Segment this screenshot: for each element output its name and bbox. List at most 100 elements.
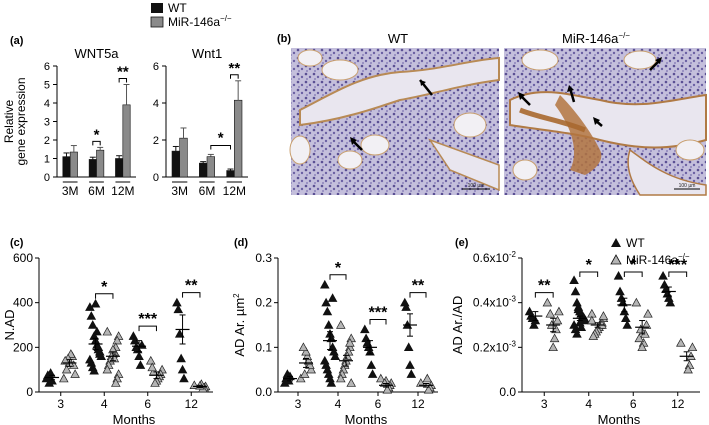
- y-axis-label: Relative: [2, 100, 16, 144]
- data-point-ko: [61, 364, 72, 374]
- x-tick-label: 3: [57, 397, 64, 411]
- bar: [96, 149, 105, 178]
- data-point-wt: [323, 320, 334, 329]
- bar: [122, 104, 131, 178]
- bar: [226, 170, 235, 178]
- sig-bracket: [210, 145, 232, 150]
- sig-label: *: [101, 279, 108, 296]
- y-tick-label: 6: [153, 61, 159, 73]
- data-point-wt: [569, 275, 579, 285]
- y-tick-label: 0.1: [255, 340, 272, 354]
- data-point-ko: [545, 308, 556, 318]
- chart-d-adar: 0.0 0.1 0.2 0.3 AD Ar. µm2 Months 3 4 * 6 *** 12 **: [232, 251, 438, 425]
- x-axis-label: Months: [345, 412, 388, 425]
- sig-label: **: [538, 278, 551, 295]
- data-point-ko: [542, 297, 553, 307]
- sig-label: *: [630, 257, 637, 274]
- x-tick-label: 3M: [62, 184, 79, 198]
- legend-ko-swatch: [150, 16, 164, 28]
- chart-title: Wnt1: [192, 46, 222, 61]
- x-tick-label: 12: [185, 397, 199, 411]
- data-point-wt: [135, 360, 146, 369]
- y-tick-label: 0: [153, 172, 159, 184]
- sig-label: **: [412, 278, 425, 295]
- data-point-wt: [403, 342, 414, 352]
- legend-wt-swatch: [151, 3, 163, 13]
- data-point-ko: [102, 326, 113, 336]
- x-tick-label: 3M: [171, 184, 188, 198]
- data-point-wt: [47, 375, 57, 385]
- data-point-wt: [621, 313, 631, 323]
- data-point-ko: [306, 364, 316, 374]
- sig-label: *: [586, 257, 593, 274]
- data-point-wt: [615, 286, 625, 296]
- data-point-ko: [634, 333, 645, 343]
- y-tick-label: 4: [153, 98, 159, 110]
- data-point-wt: [330, 351, 340, 360]
- sig-label: *: [218, 130, 224, 147]
- bar: [62, 156, 71, 178]
- data-point-ko: [552, 315, 563, 325]
- sig-label: *: [335, 260, 342, 277]
- legend-e-ko-label: MiR-146a−/−: [626, 252, 690, 267]
- data-point-wt: [92, 326, 102, 336]
- data-point-ko: [302, 351, 313, 360]
- panel-label-a: (a): [10, 35, 24, 47]
- data-point-wt: [366, 360, 377, 369]
- data-point-ko: [423, 384, 434, 394]
- x-tick-label: 6M: [199, 184, 216, 198]
- y-axis-label: AD Ar./AD: [450, 296, 465, 355]
- y-tick-label: 0: [44, 172, 50, 184]
- bar: [88, 159, 97, 178]
- data-point-wt: [665, 297, 676, 307]
- y-tick-label: 1: [44, 154, 50, 166]
- bar: [199, 162, 208, 178]
- y-tick-label: 0.4x10-3: [473, 295, 517, 310]
- y-tick-label: 2: [44, 135, 50, 147]
- x-tick-label: 4: [585, 397, 592, 411]
- sig-bracket: [118, 78, 128, 83]
- x-tick-label: 12: [411, 397, 425, 411]
- data-point-ko: [379, 378, 390, 387]
- x-tick-label: 12M: [223, 184, 246, 198]
- data-point-wt: [321, 297, 331, 307]
- data-point-ko: [416, 378, 426, 387]
- data-point-ko: [637, 342, 647, 352]
- bar: [179, 137, 188, 178]
- data-point-wt: [326, 378, 337, 387]
- y-tick-label: 600: [13, 251, 33, 265]
- data-point-ko: [112, 335, 122, 345]
- data-point-ko: [376, 373, 386, 383]
- data-point-ko: [598, 311, 609, 320]
- data-point-wt: [94, 346, 105, 356]
- y-tick-label: 0.2x10-3: [473, 339, 517, 354]
- data-point-wt: [172, 297, 182, 307]
- y-tick-label: 0.0: [255, 385, 272, 399]
- data-point-ko: [336, 373, 346, 383]
- x-axis-label: Months: [113, 412, 156, 425]
- data-point-wt: [87, 320, 98, 329]
- data-point-wt: [326, 333, 337, 343]
- histology-panel: WT MiR-146a−/− 100 µm: [289, 31, 707, 196]
- data-point-ko: [346, 378, 356, 387]
- data-point-wt: [86, 311, 97, 320]
- y-tick-label: 0.0: [499, 385, 516, 399]
- sig-label: ***: [369, 304, 388, 321]
- y-tick-label: 400: [13, 296, 33, 310]
- data-point-ko: [422, 373, 433, 383]
- legend-e-ko-marker: [610, 254, 622, 265]
- sig-label: **: [228, 60, 240, 77]
- sig-bracket: [409, 292, 427, 298]
- y-axis-label: N.AD: [2, 309, 17, 340]
- sig-bracket: [369, 318, 387, 325]
- data-point-ko: [631, 297, 642, 307]
- y-tick-label: 0.2: [255, 296, 272, 310]
- sig-bracket: [182, 292, 201, 298]
- data-point-wt: [580, 315, 591, 325]
- y-tick-label: 0.3: [255, 251, 272, 265]
- sig-bracket: [623, 271, 643, 277]
- bar: [115, 158, 124, 178]
- sig-bracket: [138, 325, 157, 332]
- data-point-ko: [59, 373, 69, 383]
